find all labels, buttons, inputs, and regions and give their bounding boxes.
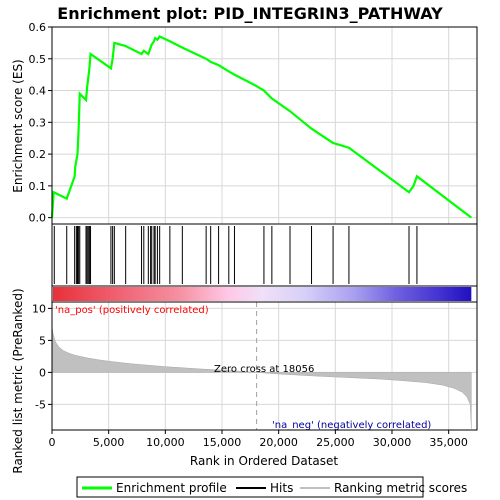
es-y-tick-label: 0.1 [29, 180, 47, 193]
zero-cross-label: Zero cross at 18056 [214, 364, 314, 375]
legend-enrichment-profile-label: Enrichment profile [116, 481, 227, 495]
es-y-tick-label: 0.0 [29, 212, 47, 225]
ranking-metric-area [51, 326, 472, 429]
x-tick-label: 15,000 [203, 436, 242, 449]
legend-hits-label: Hits [270, 481, 293, 495]
es-y-tick-label: 0.2 [29, 148, 47, 161]
x-axis-ticks: 0 5,000 10,000 15,000 20,000 25,000 30,000 35,0… [49, 430, 468, 449]
metric-y-axis-label: Ranked list metric (PreRanked) [11, 288, 25, 473]
es-y-tick-label: 0.6 [29, 21, 47, 34]
x-tick-label: 5,000 [93, 436, 125, 449]
legend-ranking-metric-label: Ranking metric scores [334, 481, 467, 495]
negative-correlation-label: 'na_neg' (negatively correlated) [272, 420, 431, 431]
metric-y-ticks: -5 0 5 10 [32, 302, 52, 411]
legend: Enrichment profile Hits Ranking metric s… [76, 476, 467, 498]
hits-lines [53, 226, 418, 284]
chart-title: Enrichment plot: PID_INTEGRIN3_PATHWAY [57, 4, 443, 23]
x-tick-label: 20,000 [259, 436, 298, 449]
x-tick-label: 0 [49, 436, 56, 449]
positive-correlation-label: 'na_pos' (positively correlated) [55, 305, 209, 316]
metric-y-tick-label: -5 [35, 398, 46, 411]
x-axis-label: Rank in Ordered Dataset [190, 454, 338, 468]
x-tick-label: 25,000 [316, 436, 355, 449]
x-tick-label: 30,000 [373, 436, 412, 449]
ranking-color-bar [51, 285, 478, 303]
es-y-axis-label: Enrichment score (ES) [11, 59, 25, 192]
metric-y-tick-label: 10 [32, 302, 46, 315]
enrichment-profile-line [50, 35, 472, 219]
metric-y-tick-label: 5 [39, 334, 46, 347]
es-y-ticks: 0.0 0.1 0.2 0.3 0.4 0.5 0.6 [29, 21, 52, 225]
hits-panel [51, 223, 478, 287]
es-y-tick-label: 0.5 [29, 53, 47, 66]
x-tick-label: 35,000 [429, 436, 468, 449]
es-y-tick-label: 0.4 [29, 85, 47, 98]
x-tick-label: 10,000 [146, 436, 185, 449]
metric-y-tick-label: 0 [39, 366, 46, 379]
es-y-tick-label: 0.3 [29, 116, 47, 129]
es-panel: 0.0 0.1 0.2 0.3 0.4 0.5 0.6 [29, 21, 478, 225]
